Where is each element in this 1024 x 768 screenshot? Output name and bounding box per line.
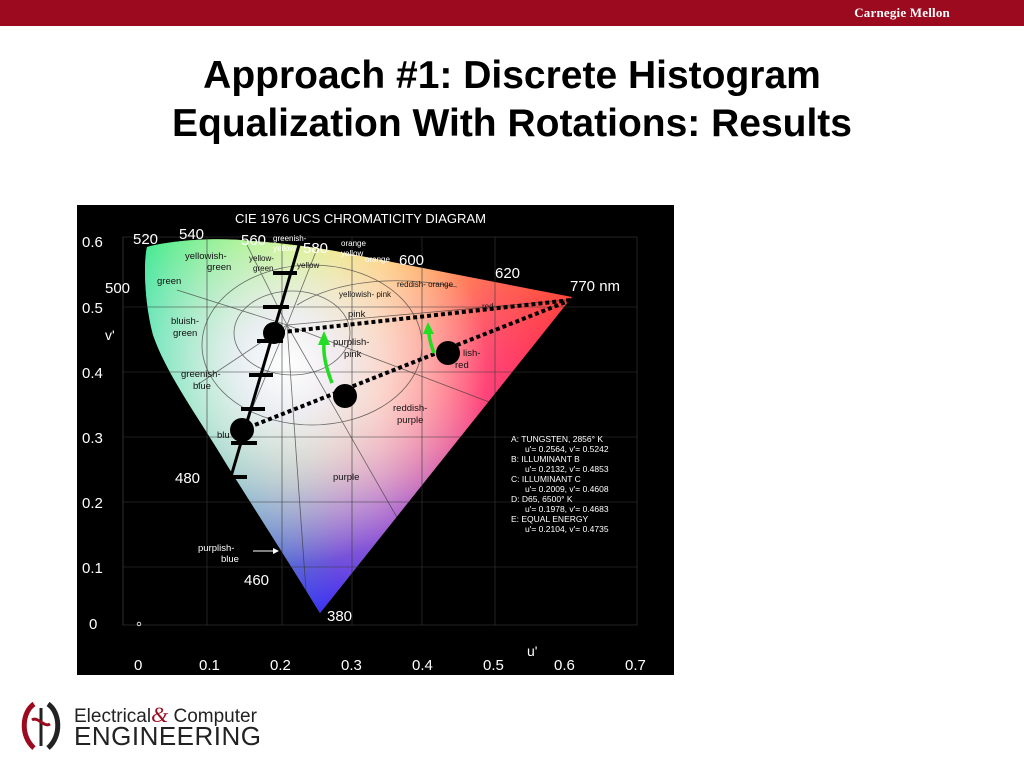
ece-logo: Electrical& Computer ENGINEERING bbox=[16, 698, 266, 754]
marker-point bbox=[436, 341, 460, 365]
diagram-title: CIE 1976 UCS CHROMATICITY DIAGRAM bbox=[235, 211, 486, 226]
legend-line: u'= 0.2104, v'= 0.4735 bbox=[525, 524, 609, 534]
region-label: yellow bbox=[341, 249, 363, 258]
wavelength-label: 460 bbox=[244, 572, 269, 589]
illuminant-legend: A: TUNGSTEN, 2856° K u'= 0.2564, v'= 0.5… bbox=[511, 434, 609, 534]
ece-logo-icon bbox=[21, 701, 61, 750]
slide-title-line-2: Equalization With Rotations: Results bbox=[172, 102, 852, 145]
x-axis-label: u' bbox=[527, 643, 537, 659]
point-markers bbox=[230, 322, 460, 442]
rotation-arrow bbox=[318, 331, 334, 384]
x-tick-label: 0 bbox=[134, 657, 142, 674]
region-label: purplish- bbox=[198, 543, 234, 554]
x-tick-label: 0.1 bbox=[199, 657, 220, 674]
wavelength-label: 500 bbox=[105, 280, 130, 297]
legend-line: A: TUNGSTEN, 2856° K bbox=[511, 434, 603, 444]
logo-ampersand: & bbox=[151, 702, 169, 727]
slide-title: Approach #1: Discrete Histogram Equaliza… bbox=[0, 52, 1024, 148]
legend-line: u'= 0.2564, v'= 0.5242 bbox=[525, 444, 609, 454]
region-label: yellow- bbox=[249, 254, 274, 263]
region-label: blu bbox=[217, 430, 230, 441]
region-label: greenish- bbox=[181, 369, 221, 380]
wavelength-label: 560 bbox=[241, 232, 266, 249]
logo-word-computer: Computer bbox=[168, 706, 257, 727]
region-label: orange bbox=[365, 255, 390, 264]
x-tick-label: 0.7 bbox=[625, 657, 646, 674]
rotation-lines bbox=[241, 298, 572, 432]
region-label: pink bbox=[344, 349, 362, 360]
y-tick-label: 0.4 bbox=[82, 365, 103, 382]
marker-point bbox=[263, 322, 285, 344]
wavelength-label: 380 bbox=[327, 608, 352, 625]
legend-line: C: ILLUMINANT C bbox=[511, 474, 581, 484]
rotation-arrow bbox=[423, 322, 436, 354]
legend-line: u'= 0.2132, v'= 0.4853 bbox=[525, 464, 609, 474]
chromaticity-diagram: CIE 1976 UCS CHROMATICITY DIAGRAM 0.6 0.… bbox=[77, 205, 674, 675]
region-label: orange bbox=[341, 239, 366, 248]
purplish-blue-arrow bbox=[253, 548, 279, 554]
region-label: lish- bbox=[463, 348, 480, 359]
region-label: blue bbox=[193, 381, 211, 392]
x-axis: 0 0.1 0.2 0.3 0.4 0.5 0.6 0.7 u' bbox=[134, 643, 646, 674]
x-tick-label: 0.5 bbox=[483, 657, 504, 674]
region-label: green bbox=[157, 276, 181, 287]
region-labels: greenish- yellow orange yellow orange ye… bbox=[157, 234, 494, 565]
x-tick-label: 0.6 bbox=[554, 657, 575, 674]
region-label: reddish- bbox=[393, 403, 427, 414]
legend-line: E: EQUAL ENERGY bbox=[511, 514, 588, 524]
y-tick-label: 0 bbox=[89, 616, 97, 633]
x-tick-label: 0.2 bbox=[270, 657, 291, 674]
slide-title-line-1: Approach #1: Discrete Histogram bbox=[203, 54, 821, 97]
region-label: purplish- bbox=[333, 337, 369, 348]
marker-point bbox=[230, 418, 254, 442]
y-tick-label: 0.3 bbox=[82, 430, 103, 447]
logo-word-electrical: Electrical bbox=[74, 706, 152, 727]
legend-line: u'= 0.2009, v'= 0.4608 bbox=[525, 484, 609, 494]
wavelength-labels: 520 540 560 580 600 620 770 nm 500 480 4… bbox=[105, 226, 620, 625]
region-label: yellowish- pink bbox=[339, 290, 392, 299]
region-label: yellow bbox=[297, 261, 319, 270]
legend-line: D: D65, 6500° K bbox=[511, 494, 573, 504]
y-axis-label: v' bbox=[105, 327, 115, 343]
origin-marker bbox=[136, 621, 142, 627]
hue-axis-line bbox=[223, 244, 301, 498]
region-label: green bbox=[207, 262, 231, 273]
x-tick-label: 0.3 bbox=[341, 657, 362, 674]
university-name: Carnegie Mellon bbox=[854, 5, 950, 20]
region-label: green bbox=[173, 328, 197, 339]
wavelength-label: 580 bbox=[303, 240, 328, 257]
region-label: red bbox=[482, 302, 494, 311]
legend-line: u'= 0.1978, v'= 0.4683 bbox=[525, 504, 609, 514]
region-label: pink bbox=[348, 309, 366, 320]
wavelength-label: 620 bbox=[495, 265, 520, 282]
region-label: reddish- orange bbox=[397, 280, 454, 289]
header-bar: Carnegie Mellon bbox=[0, 0, 1024, 26]
logo-text-line-1: Electrical& Computer bbox=[74, 702, 257, 728]
region-label: yellow bbox=[273, 244, 295, 253]
wavelength-label: 600 bbox=[399, 252, 424, 269]
y-tick-label: 0.1 bbox=[82, 560, 103, 577]
wavelength-label: 520 bbox=[133, 231, 158, 248]
region-label: blue bbox=[221, 554, 239, 565]
y-tick-label: 0.2 bbox=[82, 495, 103, 512]
region-label: yellowish- bbox=[185, 251, 227, 262]
wavelength-label: 540 bbox=[179, 226, 204, 243]
legend-line: B: ILLUMINANT B bbox=[511, 454, 580, 464]
wavelength-label: 770 nm bbox=[570, 278, 620, 295]
region-label: purple bbox=[397, 415, 423, 426]
logo-text-line-2: ENGINEERING bbox=[74, 721, 262, 751]
plot-grid bbox=[122, 236, 638, 626]
region-label: bluish- bbox=[171, 316, 199, 327]
region-label: greenish- bbox=[273, 234, 307, 243]
region-label: red bbox=[455, 360, 469, 371]
wavelength-label: 480 bbox=[175, 470, 200, 487]
y-axis: 0.6 0.5 0.4 0.3 0.2 0.1 0 v' bbox=[82, 234, 115, 633]
region-label: purple bbox=[333, 472, 359, 483]
y-tick-label: 0.5 bbox=[82, 300, 103, 317]
region-label: green bbox=[253, 264, 273, 273]
marker-point bbox=[333, 384, 357, 408]
y-tick-label: 0.6 bbox=[82, 234, 103, 251]
x-tick-label: 0.4 bbox=[412, 657, 433, 674]
